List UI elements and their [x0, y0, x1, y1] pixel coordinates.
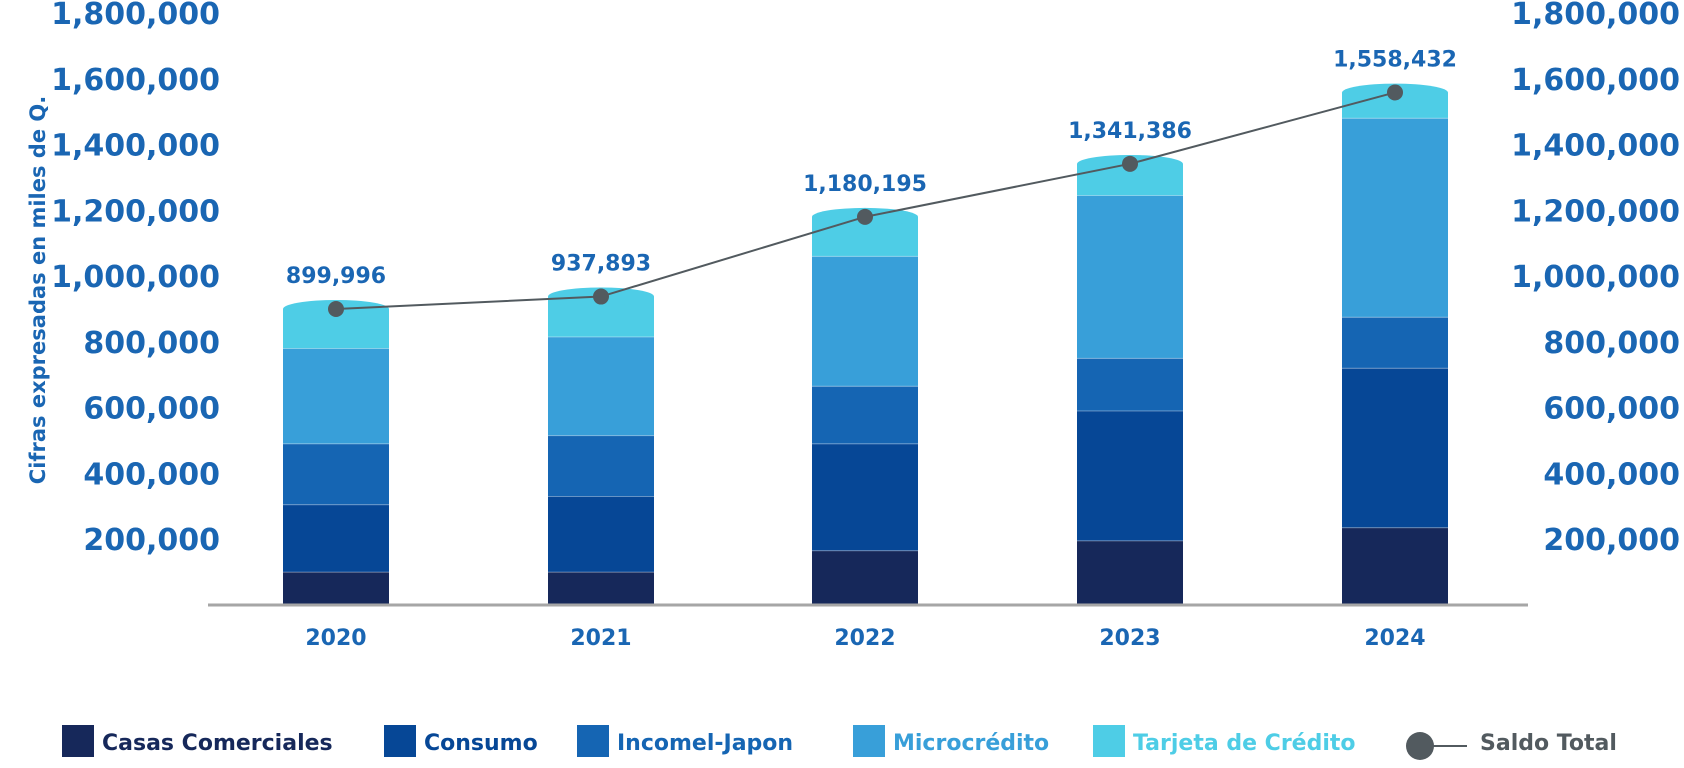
total-point [857, 208, 873, 225]
bar-segment [548, 572, 654, 605]
total-point [1122, 155, 1138, 172]
x-axis: 2020 2021 2022 2023 2024 [305, 626, 1425, 651]
x-tick-label: 2024 [1364, 626, 1425, 651]
y-tick-label-left: 200,000 [83, 523, 220, 558]
legend-swatch [1093, 725, 1125, 757]
y-tick-label-right: 600,000 [1543, 392, 1680, 427]
y-tick-label-left: 1,800,000 [51, 0, 220, 32]
bar-segment [1077, 195, 1183, 359]
y-tick-label-right: 800,000 [1543, 326, 1680, 361]
bar-segment [1342, 368, 1448, 528]
y-tick-label-right: 400,000 [1543, 457, 1680, 492]
x-tick-label: 2021 [570, 626, 631, 651]
total-point [593, 288, 609, 305]
bars [283, 83, 1448, 605]
legend-swatch [62, 725, 94, 757]
bar-segment [812, 443, 918, 551]
left-y-axis: 200,000 400,000 600,000 800,000 1,000,000 1,2… [51, 0, 220, 558]
total-point [328, 301, 344, 318]
bar-segment [548, 496, 654, 573]
bar-segment [812, 386, 918, 444]
legend-swatch [853, 725, 885, 757]
total-data-label: 1,341,386 [1068, 119, 1192, 144]
y-tick-label-left: 1,600,000 [51, 63, 220, 98]
y-tick-label-left: 1,400,000 [51, 129, 220, 164]
bar-segment [1077, 540, 1183, 605]
bar-segment [1342, 118, 1448, 318]
y-tick-label-right: 1,000,000 [1511, 260, 1680, 295]
total-data-label: 1,558,432 [1333, 47, 1457, 72]
y-tick-label-left: 1,000,000 [51, 260, 220, 295]
legend-label: Tarjeta de Crédito [1133, 731, 1356, 756]
total-data-label: 937,893 [551, 252, 651, 277]
legend-swatch [577, 725, 609, 757]
y-tick-label-left: 600,000 [83, 392, 220, 427]
bar-segment [283, 348, 389, 444]
y-tick-label-left: 1,200,000 [51, 194, 220, 229]
total-data-label: 899,996 [286, 264, 386, 289]
y-tick-label-right: 1,600,000 [1511, 63, 1680, 98]
bar-segment [283, 504, 389, 573]
y-axis-label: Cifras expresadas en miles de Q. [26, 96, 50, 484]
bar-segment [812, 550, 918, 605]
y-tick-label-left: 400,000 [83, 457, 220, 492]
y-tick-label-right: 200,000 [1543, 523, 1680, 558]
x-tick-label: 2023 [1099, 626, 1160, 651]
total-line: 899,996 937,893 1,180,195 1,341,386 1,558,43… [286, 47, 1457, 318]
y-tick-label-left: 800,000 [83, 326, 220, 361]
x-tick-label: 2020 [305, 626, 366, 651]
y-tick-label-right: 1,400,000 [1511, 129, 1680, 164]
legend: Casas Comerciales Consumo Incomel-Japon Mic… [62, 725, 1617, 760]
y-tick-label-right: 1,200,000 [1511, 194, 1680, 229]
legend-label: Incomel-Japon [617, 731, 793, 756]
x-tick-label: 2022 [834, 626, 895, 651]
right-y-axis: 200,000 400,000 600,000 800,000 1,000,000 1,2… [1511, 0, 1680, 558]
bar-segment [1342, 317, 1448, 369]
bar-segment [1077, 410, 1183, 541]
bar-segment [1342, 527, 1448, 605]
total-data-label: 1,180,195 [803, 172, 927, 197]
total-point [1387, 84, 1403, 101]
legend-label: Casas Comerciales [102, 731, 333, 756]
bar-segment [283, 443, 389, 505]
legend-label: Saldo Total [1480, 731, 1617, 756]
bar-segment [1077, 358, 1183, 411]
legend-label: Microcrédito [893, 731, 1049, 756]
legend-label: Consumo [424, 731, 538, 756]
bar-segment [283, 572, 389, 605]
bar-segment [548, 435, 654, 497]
y-tick-label-right: 1,800,000 [1511, 0, 1680, 32]
bar-segment [812, 256, 918, 387]
legend-swatch [384, 725, 416, 757]
bar-segment [548, 336, 654, 436]
